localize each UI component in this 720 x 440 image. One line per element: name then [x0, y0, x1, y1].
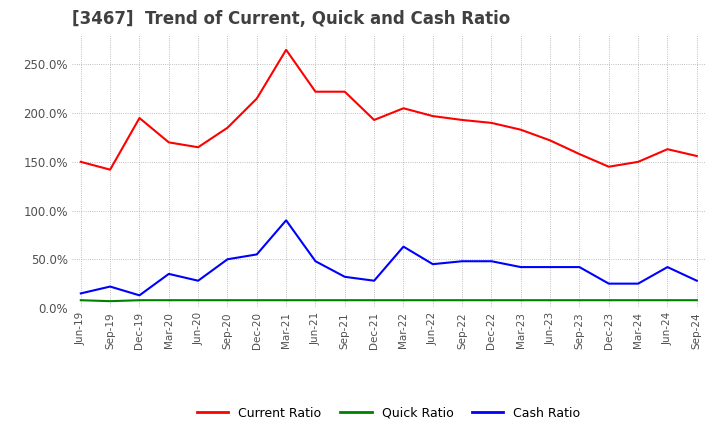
Line: Current Ratio: Current Ratio: [81, 50, 697, 170]
Cash Ratio: [194, 278, 202, 283]
Current Ratio: [76, 159, 85, 165]
Quick Ratio: [634, 297, 642, 303]
Current Ratio: [223, 125, 232, 130]
Line: Cash Ratio: Cash Ratio: [81, 220, 697, 295]
Quick Ratio: [458, 297, 467, 303]
Current Ratio: [605, 164, 613, 169]
Cash Ratio: [399, 244, 408, 249]
Cash Ratio: [516, 264, 525, 270]
Cash Ratio: [253, 252, 261, 257]
Cash Ratio: [605, 281, 613, 286]
Cash Ratio: [487, 259, 496, 264]
Cash Ratio: [663, 264, 672, 270]
Cash Ratio: [341, 274, 349, 279]
Current Ratio: [546, 138, 554, 143]
Current Ratio: [634, 159, 642, 165]
Quick Ratio: [282, 297, 290, 303]
Current Ratio: [693, 154, 701, 159]
Cash Ratio: [546, 264, 554, 270]
Cash Ratio: [164, 271, 173, 276]
Cash Ratio: [458, 259, 467, 264]
Current Ratio: [575, 151, 584, 157]
Current Ratio: [663, 147, 672, 152]
Current Ratio: [487, 120, 496, 125]
Quick Ratio: [311, 297, 320, 303]
Current Ratio: [516, 127, 525, 132]
Cash Ratio: [428, 261, 437, 267]
Current Ratio: [282, 47, 290, 52]
Cash Ratio: [634, 281, 642, 286]
Text: [3467]  Trend of Current, Quick and Cash Ratio: [3467] Trend of Current, Quick and Cash …: [72, 10, 510, 28]
Cash Ratio: [282, 218, 290, 223]
Cash Ratio: [106, 284, 114, 289]
Current Ratio: [106, 167, 114, 172]
Current Ratio: [164, 140, 173, 145]
Quick Ratio: [605, 297, 613, 303]
Quick Ratio: [370, 297, 379, 303]
Current Ratio: [341, 89, 349, 94]
Cash Ratio: [693, 278, 701, 283]
Cash Ratio: [311, 259, 320, 264]
Quick Ratio: [194, 297, 202, 303]
Quick Ratio: [663, 297, 672, 303]
Cash Ratio: [370, 278, 379, 283]
Current Ratio: [253, 96, 261, 101]
Quick Ratio: [164, 297, 173, 303]
Current Ratio: [311, 89, 320, 94]
Current Ratio: [135, 115, 144, 121]
Cash Ratio: [223, 257, 232, 262]
Current Ratio: [428, 114, 437, 119]
Quick Ratio: [546, 297, 554, 303]
Quick Ratio: [135, 297, 144, 303]
Cash Ratio: [76, 291, 85, 296]
Quick Ratio: [487, 297, 496, 303]
Quick Ratio: [575, 297, 584, 303]
Quick Ratio: [693, 297, 701, 303]
Quick Ratio: [516, 297, 525, 303]
Quick Ratio: [399, 297, 408, 303]
Legend: Current Ratio, Quick Ratio, Cash Ratio: Current Ratio, Quick Ratio, Cash Ratio: [192, 402, 585, 425]
Current Ratio: [458, 117, 467, 123]
Cash Ratio: [575, 264, 584, 270]
Quick Ratio: [253, 297, 261, 303]
Quick Ratio: [76, 297, 85, 303]
Quick Ratio: [223, 297, 232, 303]
Line: Quick Ratio: Quick Ratio: [81, 300, 697, 301]
Current Ratio: [370, 117, 379, 123]
Cash Ratio: [135, 293, 144, 298]
Quick Ratio: [106, 299, 114, 304]
Current Ratio: [399, 106, 408, 111]
Quick Ratio: [428, 297, 437, 303]
Quick Ratio: [341, 297, 349, 303]
Current Ratio: [194, 145, 202, 150]
